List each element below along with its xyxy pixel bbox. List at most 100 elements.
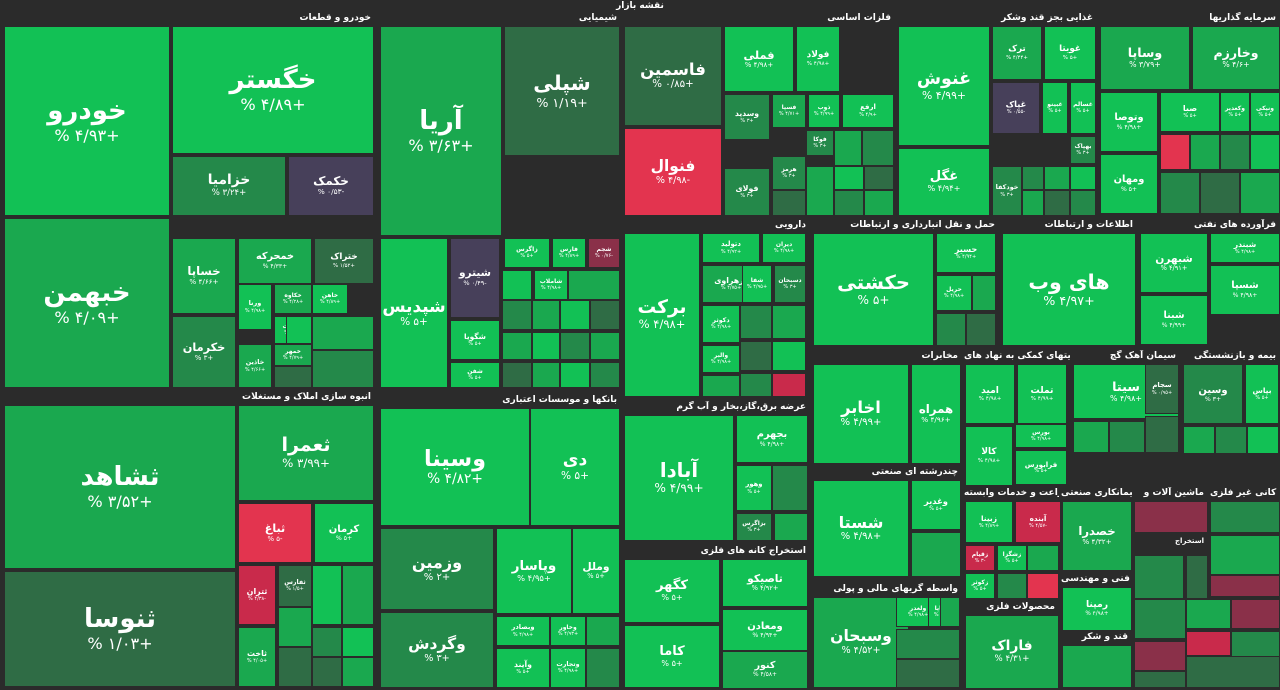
stock-tile[interactable]: فاسمین% ۰/۸۵+ [624,26,722,126]
stock-tile[interactable]: کالا% ۴/۹۸+ [965,426,1013,486]
stock-tile[interactable]: وسدید% ۳+ [724,94,770,140]
stock-tile[interactable]: برکت% ۴/۹۸+ [624,233,700,397]
stock-tile-small[interactable] [702,375,740,397]
stock-tile-small[interactable] [1250,134,1280,170]
stock-tile[interactable]: ثعمرا% ۳/۹۹+ [238,405,374,501]
stock-tile[interactable]: صبا% ۵+ [1160,92,1220,132]
stock-tile-small[interactable] [568,270,620,300]
stock-tile-small[interactable] [1134,671,1186,688]
stock-tile[interactable]: همراه% ۴/۹۶+ [911,364,961,464]
stock-tile-small[interactable] [911,532,961,577]
stock-tile[interactable]: دیران% ۴/۹۸+ [762,233,806,263]
stock-tile-small[interactable] [586,648,620,688]
stock-tile-small[interactable] [1044,166,1070,190]
stock-tile-small[interactable] [1186,656,1280,688]
stock-tile[interactable]: فملی% ۴/۹۸+ [724,26,794,92]
stock-tile-small[interactable] [278,607,312,647]
stock-tile[interactable]: خاذین% ۴/۶۶+ [238,344,272,388]
stock-tile-small[interactable] [1134,555,1184,599]
stock-tile-small[interactable] [1190,134,1220,170]
stock-tile-small[interactable] [997,573,1027,599]
stock-tile[interactable]: دی% ۵+ [530,408,620,526]
stock-tile-small[interactable] [312,657,342,687]
stock-tile-small[interactable] [1200,172,1240,214]
stock-tile[interactable]: حریل% ۴/۹۸+ [936,275,972,311]
stock-tile-small[interactable] [342,657,374,687]
stock-tile[interactable]: بپاس% ۵+ [1245,364,1279,424]
stock-tile-small[interactable] [532,332,560,360]
stock-tile[interactable]: شبندر% ۴/۹۸+ [1210,233,1280,263]
stock-tile[interactable]: خساپا% ۴/۶۶+ [172,238,236,314]
stock-tile-small[interactable] [502,362,532,388]
stock-tile[interactable]: شگویا% ۵+ [450,320,500,360]
stock-tile[interactable]: سجام% ۰/۹۵+ [1145,364,1179,414]
stock-tile[interactable]: بزاگرس% ۳+ [736,513,772,541]
stock-tile-small[interactable] [896,629,960,659]
stock-tile-small[interactable] [1134,641,1186,671]
stock-tile-small[interactable] [1022,166,1044,190]
stock-tile-small[interactable] [590,332,620,360]
stock-tile[interactable]: ثنوسا% ۱/۰۳+ [4,571,236,687]
stock-tile[interactable]: وخارزم% ۴/۶+ [1192,26,1280,90]
stock-tile[interactable]: شیترو% ۰/۴۹- [450,238,500,318]
stock-tile-small[interactable] [1070,190,1096,216]
stock-tile-small[interactable] [312,350,374,388]
stock-tile[interactable]: وگردش% ۳+ [380,612,494,688]
stock-tile[interactable]: کاما% ۵+ [624,625,720,688]
stock-tile-small[interactable] [1247,426,1279,454]
stock-tile[interactable]: وپاسار% ۴/۹۵+ [496,528,572,614]
stock-tile[interactable]: خگستر% ۴/۸۹+ [172,26,374,154]
stock-tile-small[interactable] [286,316,312,344]
stock-tile[interactable]: خزامیا% ۳/۲۴+ [172,156,286,216]
stock-tile-small[interactable] [834,190,864,216]
stock-tile[interactable]: شپدیس% ۵+ [380,238,448,388]
stock-tile[interactable]: وکغدیر% ۵+ [1220,92,1250,132]
stock-tile-small[interactable] [1215,426,1247,454]
stock-tile[interactable]: تملت% ۴/۹۹+ [1017,364,1067,424]
stock-tile[interactable]: شبنا% ۴/۹۹+ [1140,295,1208,345]
stock-tile[interactable]: رمپنا% ۴/۹۸+ [1062,587,1132,631]
stock-tile-small[interactable] [502,332,532,360]
stock-tile-small[interactable] [532,300,560,330]
stock-tile-small[interactable] [1027,573,1059,599]
stock-tile[interactable]: وخاور% ۴/۹۳+ [550,616,586,646]
stock-tile[interactable]: فرابورس% ۵+ [1015,450,1067,485]
stock-tile[interactable]: وسین% ۳+ [1183,364,1243,424]
stock-tile[interactable]: ثشاهد% ۳/۵۲+ [4,405,236,569]
stock-tile[interactable]: ورنا% ۴/۹۸+ [238,284,272,330]
stock-tile-small[interactable] [586,616,620,646]
stock-tile[interactable]: ثتران% ۴/۳۸- [238,565,276,625]
stock-tile[interactable]: زبینا% ۴/۸۹+ [965,501,1013,543]
stock-tile[interactable]: خمهر% ۴/۷۹+ [274,344,312,366]
stock-tile[interactable]: شجم% ۰/۷۶- [588,238,620,268]
stock-tile[interactable]: وملل% ۵+ [572,528,620,614]
stock-tile[interactable]: های وب% ۴/۹۷+ [1002,233,1136,346]
stock-tile[interactable]: شفا% ۴/۹۵+ [742,265,772,303]
stock-tile[interactable]: بورس% ۴/۹۸+ [1015,424,1067,448]
stock-tile-small[interactable] [342,627,374,657]
stock-tile[interactable]: والبر% ۴/۹۸+ [702,345,740,373]
stock-tile-small[interactable] [532,362,560,388]
stock-tile-small[interactable] [1134,599,1186,639]
stock-tile[interactable]: ختراک% ۱/۵۲+ [314,238,374,284]
stock-tile[interactable]: وساپا% ۳/۷۹+ [1100,26,1190,90]
stock-tile-small[interactable] [1134,501,1208,533]
stock-tile-small[interactable] [834,130,862,166]
stock-tile-small[interactable] [312,316,374,350]
stock-tile[interactable]: آبنده% ۴/۵۷- [1015,501,1061,543]
stock-tile[interactable]: خاهن% ۴/۸۹+ [312,284,348,314]
stock-tile[interactable]: خودکفا% ۳+ [992,166,1022,216]
stock-tile[interactable]: آریا% ۳/۶۳+ [380,26,502,236]
stock-tile[interactable]: غپاک% ۰/۵۵- [992,82,1040,134]
stock-tile[interactable]: غویتا% ۵+ [1044,26,1096,80]
stock-tile[interactable]: شپلی% ۱/۱۹+ [504,26,620,156]
stock-tile[interactable]: فسپا% ۴/۷۱+ [772,94,806,128]
stock-tile[interactable]: فولاد% ۴/۹۸+ [796,26,840,92]
stock-tile-small[interactable] [1240,172,1280,214]
stock-tile[interactable]: وبصادر% ۴/۹۸+ [496,616,550,646]
stock-tile-small[interactable] [864,190,894,216]
stock-tile[interactable]: اخابر% ۴/۹۹+ [813,364,909,464]
stock-tile-small[interactable] [966,313,996,346]
stock-tile-small[interactable] [772,341,806,371]
stock-tile-small[interactable] [772,373,806,397]
